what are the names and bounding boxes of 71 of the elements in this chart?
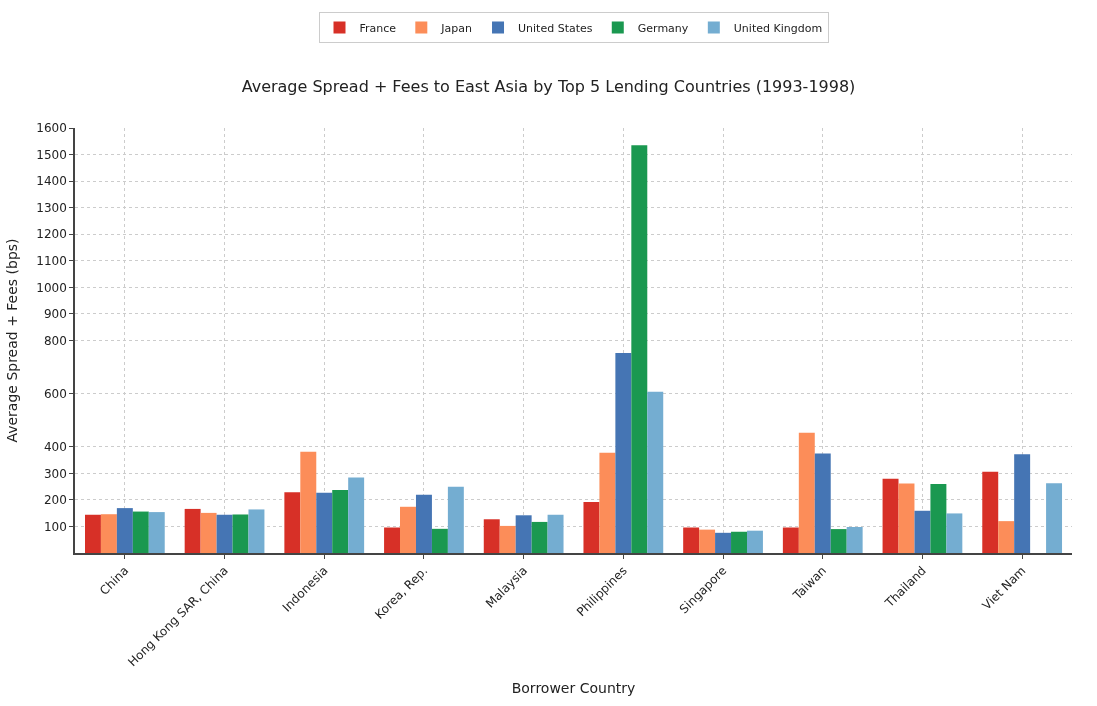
legend-label: United Kingdom bbox=[733, 21, 823, 35]
bar bbox=[798, 432, 815, 553]
bar bbox=[731, 531, 747, 553]
bar bbox=[683, 527, 700, 553]
bar bbox=[898, 483, 915, 553]
bar bbox=[400, 506, 416, 553]
bar bbox=[284, 492, 301, 553]
bar bbox=[84, 514, 101, 553]
y-tick-label: 1600 bbox=[36, 121, 67, 136]
y-tick-label: 1200 bbox=[36, 227, 67, 242]
bar bbox=[483, 519, 500, 553]
bar bbox=[930, 483, 947, 553]
legend-label: France bbox=[359, 21, 397, 35]
y-tick-label: 100 bbox=[43, 519, 67, 534]
bar bbox=[982, 471, 999, 553]
y-tick-label: 1000 bbox=[36, 280, 67, 295]
y-tick-label: 400 bbox=[43, 439, 67, 454]
bar bbox=[746, 530, 763, 553]
bar bbox=[232, 514, 249, 553]
bar bbox=[515, 515, 532, 553]
legend-label: Japan bbox=[440, 21, 473, 35]
bar bbox=[647, 391, 664, 553]
bar bbox=[615, 352, 632, 553]
y-tick-label: 900 bbox=[43, 307, 67, 322]
bar bbox=[946, 513, 963, 553]
bar bbox=[1014, 454, 1031, 553]
y-tick-label: 300 bbox=[43, 466, 67, 481]
chart-title: Average Spread + Fees to East Asia by Top 5 Lending Countries (1993-1998) bbox=[241, 77, 856, 97]
bar bbox=[998, 521, 1015, 553]
bar bbox=[830, 529, 847, 553]
bar bbox=[148, 512, 165, 553]
bar bbox=[332, 490, 349, 553]
legend-label: Germany bbox=[637, 21, 689, 35]
bar bbox=[248, 509, 265, 553]
y-tick-label: 200 bbox=[43, 493, 67, 508]
bar bbox=[846, 526, 863, 553]
bar bbox=[583, 502, 600, 553]
bar bbox=[599, 452, 616, 553]
bar bbox=[715, 532, 732, 553]
bar bbox=[782, 527, 799, 553]
bar bbox=[316, 492, 333, 553]
x-axis-title: Borrower Country bbox=[511, 680, 636, 697]
y-tick-label: 600 bbox=[43, 386, 67, 401]
bar bbox=[447, 486, 464, 553]
bar bbox=[914, 510, 931, 553]
bar bbox=[631, 145, 648, 553]
bar bbox=[547, 514, 564, 553]
bar bbox=[1046, 483, 1063, 553]
y-tick-label: 800 bbox=[43, 333, 67, 348]
bar bbox=[531, 521, 548, 553]
bar bbox=[415, 494, 432, 553]
y-axis-title: Average Spread + Fees (bps) bbox=[4, 238, 21, 443]
y-tick-label: 1300 bbox=[36, 200, 67, 215]
y-tick-label: 1100 bbox=[36, 254, 67, 269]
bar bbox=[100, 514, 117, 553]
bar bbox=[300, 451, 317, 553]
y-tick-label: 1400 bbox=[36, 174, 67, 189]
bar bbox=[132, 511, 149, 553]
bar bbox=[814, 453, 831, 553]
bar bbox=[431, 528, 448, 553]
bar bbox=[384, 527, 401, 553]
bar bbox=[184, 508, 201, 553]
bar bbox=[216, 514, 233, 553]
bar bbox=[699, 529, 716, 553]
bar bbox=[348, 477, 365, 553]
bar bbox=[200, 512, 217, 553]
bar bbox=[499, 525, 516, 553]
y-tick-label: 1500 bbox=[36, 147, 67, 162]
legend-label: United States bbox=[518, 21, 593, 35]
bar bbox=[882, 478, 899, 553]
bar bbox=[116, 508, 133, 553]
